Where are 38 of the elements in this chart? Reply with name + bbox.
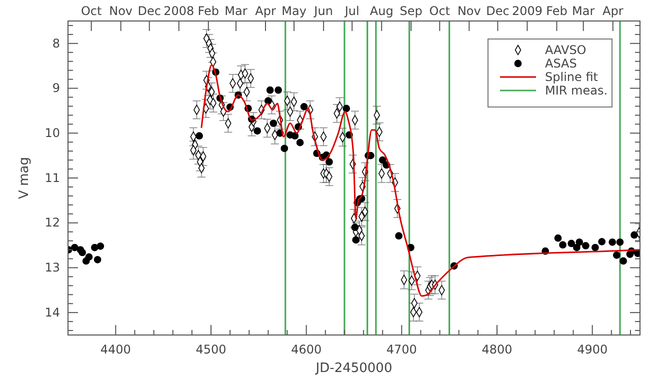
- x2-tick-label: Oct: [80, 4, 102, 18]
- x2-tick-label: Nov: [457, 4, 481, 18]
- x2-tick-label: Aug: [370, 4, 394, 18]
- x2-tick-label: Mar: [572, 4, 595, 18]
- x2-tick-label: Mar: [224, 4, 248, 18]
- x-tick-label: 4500: [196, 342, 226, 357]
- x-tick-label: 4700: [386, 342, 417, 357]
- y-tick-label: 8: [52, 36, 60, 50]
- legend-label: Spline fit: [545, 70, 598, 84]
- x2-tick-label: Nov: [109, 4, 133, 18]
- x2-tick-label: Dec: [138, 4, 161, 18]
- y-tick-label: 12: [44, 216, 60, 230]
- x-tick-label: 4600: [291, 342, 322, 357]
- x2-tick-label: Apr: [602, 4, 624, 18]
- x2-tick-label: May: [282, 4, 306, 18]
- x2-tick-label: Jun: [313, 4, 333, 18]
- x2-tick-label: 2009: [512, 4, 542, 18]
- legend-label: AAVSO: [545, 43, 586, 57]
- x2-tick-label: Sep: [400, 4, 422, 18]
- x2-tick-label: Jul: [344, 4, 360, 18]
- y-tick-label: 9: [52, 81, 60, 96]
- y-tick-label: 10: [44, 126, 60, 140]
- x2-tick-label: Apr: [255, 4, 276, 18]
- x-tick-label: 4400: [100, 342, 131, 357]
- x2-tick-label: Dec: [486, 4, 510, 18]
- y-axis-title: V mag: [17, 157, 32, 199]
- y-tick-label: 14: [44, 305, 60, 320]
- x2-tick-label: 2008: [164, 4, 194, 18]
- x-axis-title: JD-2450000: [314, 361, 392, 376]
- x-tick-label: 4900: [577, 342, 608, 357]
- x2-tick-label: Feb: [198, 4, 220, 18]
- x-tick-label: 4800: [482, 342, 512, 357]
- legend-label: ASAS: [545, 56, 577, 70]
- x2-tick-label: Oct: [429, 4, 450, 18]
- y-tick-label: 13: [44, 260, 60, 275]
- x2-tick-label: Feb: [546, 4, 568, 18]
- y-tick-label: 11: [44, 170, 60, 185]
- annotation: MIR meas.: [545, 84, 608, 98]
